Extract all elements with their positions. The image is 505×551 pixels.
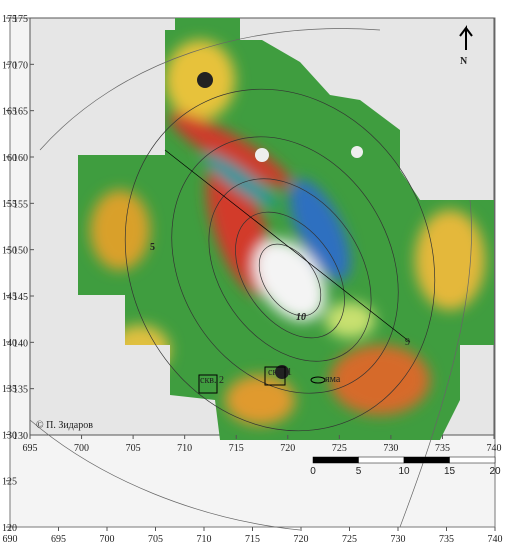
- x-tick-label: 710: [197, 534, 212, 545]
- annotation: 10: [296, 312, 306, 323]
- annotation: скв. 1: [268, 367, 292, 378]
- x-tick-label: 735: [435, 443, 450, 454]
- y-tick-label: 125: [2, 477, 17, 488]
- scale-label: 20: [489, 466, 501, 477]
- x-tick-label: 705: [148, 534, 163, 545]
- x-tick-label: 710: [177, 443, 192, 454]
- y-tick-label: 135: [13, 385, 28, 396]
- annotation: скв. 2: [200, 375, 224, 386]
- copyright: © П. Зидаров: [36, 420, 93, 431]
- y-tick-label: 145: [13, 292, 28, 303]
- x-tick-label: 730: [383, 443, 398, 454]
- scale-label: 0: [310, 466, 316, 477]
- y-tick-label: 155: [13, 199, 28, 210]
- annotation: 9: [405, 337, 410, 348]
- annotation: 5: [150, 242, 155, 253]
- x-tick-label: 715: [229, 443, 244, 454]
- x-tick-label: 720: [280, 443, 295, 454]
- y-tick-label: 160: [13, 153, 28, 164]
- y-tick-label: 150: [13, 246, 28, 257]
- y-tick-label: 140: [13, 338, 28, 349]
- scale-segment: [313, 457, 359, 463]
- x-tick-label: 705: [126, 443, 141, 454]
- x-tick-label: 690: [3, 534, 18, 545]
- scale-label: 15: [444, 466, 456, 477]
- y-tick-label: 120: [2, 523, 17, 534]
- scale-segment: [450, 457, 496, 463]
- x-tick-label: 725: [332, 443, 347, 454]
- x-tick-label: 695: [51, 534, 66, 545]
- x-tick-label: 725: [342, 534, 357, 545]
- scale-segment: [404, 457, 450, 463]
- annotation: яма: [325, 374, 341, 385]
- x-tick-label: 735: [439, 534, 454, 545]
- scale-segment: [359, 457, 405, 463]
- x-tick-label: 715: [245, 534, 260, 545]
- scale-label: 5: [356, 466, 362, 477]
- x-tick-label: 700: [74, 443, 89, 454]
- north-label: N: [460, 56, 468, 67]
- x-tick-label: 740: [487, 443, 502, 454]
- y-tick-label: 130: [13, 431, 28, 442]
- x-tick-label: 740: [488, 534, 503, 545]
- map: 5 10 9 яма скв. 1 скв. 2 © П. Зидаров N …: [0, 0, 505, 546]
- x-tick-label: 720: [294, 534, 309, 545]
- x-tick-label: 730: [391, 534, 406, 545]
- y-tick-label: 170: [13, 60, 28, 71]
- x-tick-label: 700: [100, 534, 115, 545]
- x-tick-label: 695: [23, 443, 38, 454]
- scale-label: 10: [398, 466, 410, 477]
- y-tick-label: 175: [13, 14, 28, 25]
- y-tick-label: 165: [13, 107, 28, 118]
